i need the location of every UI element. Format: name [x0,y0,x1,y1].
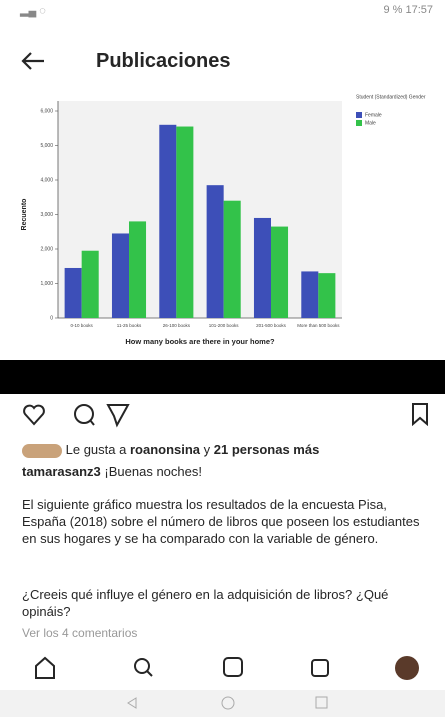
username[interactable]: tamarasanz3 [22,464,101,479]
view-comments[interactable]: Ver los 4 comentarios [22,626,138,640]
bar [301,271,319,318]
caption-paragraph: El siguiente gráfico muestra los resulta… [22,497,420,546]
signal: ▂▄ ◌ [20,5,46,17]
x-tick-label: 201-500 books [256,323,287,328]
y-axis-label: Recuento [21,199,28,231]
x-tick-label: 26-100 books [163,323,191,328]
bar [176,126,194,319]
legend-label: Male [365,120,376,126]
legend-swatch [356,112,362,118]
y-tick-label: 4,000 [40,177,53,183]
battery: 9 % [383,4,403,16]
bar [64,267,82,318]
legend-label: Female [365,112,382,118]
time: 17:57 [405,4,433,16]
status-right: 9 % 17:57 [383,4,433,16]
header-title: Publicaciones [96,50,231,72]
android-buttons[interactable] [0,690,445,717]
back-button[interactable] [20,50,46,72]
likes-join: y [203,442,211,457]
bar [223,200,241,318]
bottom-nav[interactable] [0,648,445,688]
bar [81,250,99,318]
bar [253,217,271,318]
liker-avatars [22,443,62,458]
caption-question: ¿Creeis qué influye el género en la adqu… [22,586,422,620]
y-tick-label: 1,000 [40,281,53,287]
greeting: ¡Buenas noches! [104,464,202,479]
legend-title: Student (Standardized) Gender [356,94,426,100]
plot-area [58,101,342,318]
bar [206,185,224,318]
x-axis-label: How many books are there in your home? [125,337,275,346]
chart: 0 1,000 2,000 3,000 4,000 5,000 6,000 0-10 book… [21,94,426,346]
x-tick-label: 11-25 books [117,323,142,328]
bar [271,226,289,318]
bar [111,233,129,318]
y-tick-label: 0 [50,315,53,321]
y-tick-label: 6,000 [40,108,53,114]
y-tick-label: 3,000 [40,212,53,218]
likes-prefix: Le gusta a [65,442,127,457]
question-1: ¿Creeis qué influye el género en la adqu… [22,587,353,602]
save-button[interactable] [410,402,430,426]
x-tick-label: 0-10 books [71,323,94,328]
image-band [0,360,445,394]
y-tick-label: 5,000 [40,143,53,149]
bar [159,124,177,318]
bar [318,273,336,318]
likes-others[interactable]: 21 personas más [213,442,320,457]
likes: Le gusta a roanonsina y 21 personas más [22,442,319,458]
liker[interactable]: roanonsina [129,442,201,457]
android-nav [0,690,445,717]
y-tick-label: 2,000 [40,246,53,252]
post-actions[interactable] [22,402,142,428]
caption-head: tamarasanz3 ¡Buenas noches! [22,464,202,479]
x-tick-label: 101-200 books [209,323,240,328]
bar [129,221,147,318]
question-2: ¿Qué opináis? [22,587,389,619]
x-tick-label: More than 500 books [297,323,340,328]
legend-swatch [356,120,362,126]
